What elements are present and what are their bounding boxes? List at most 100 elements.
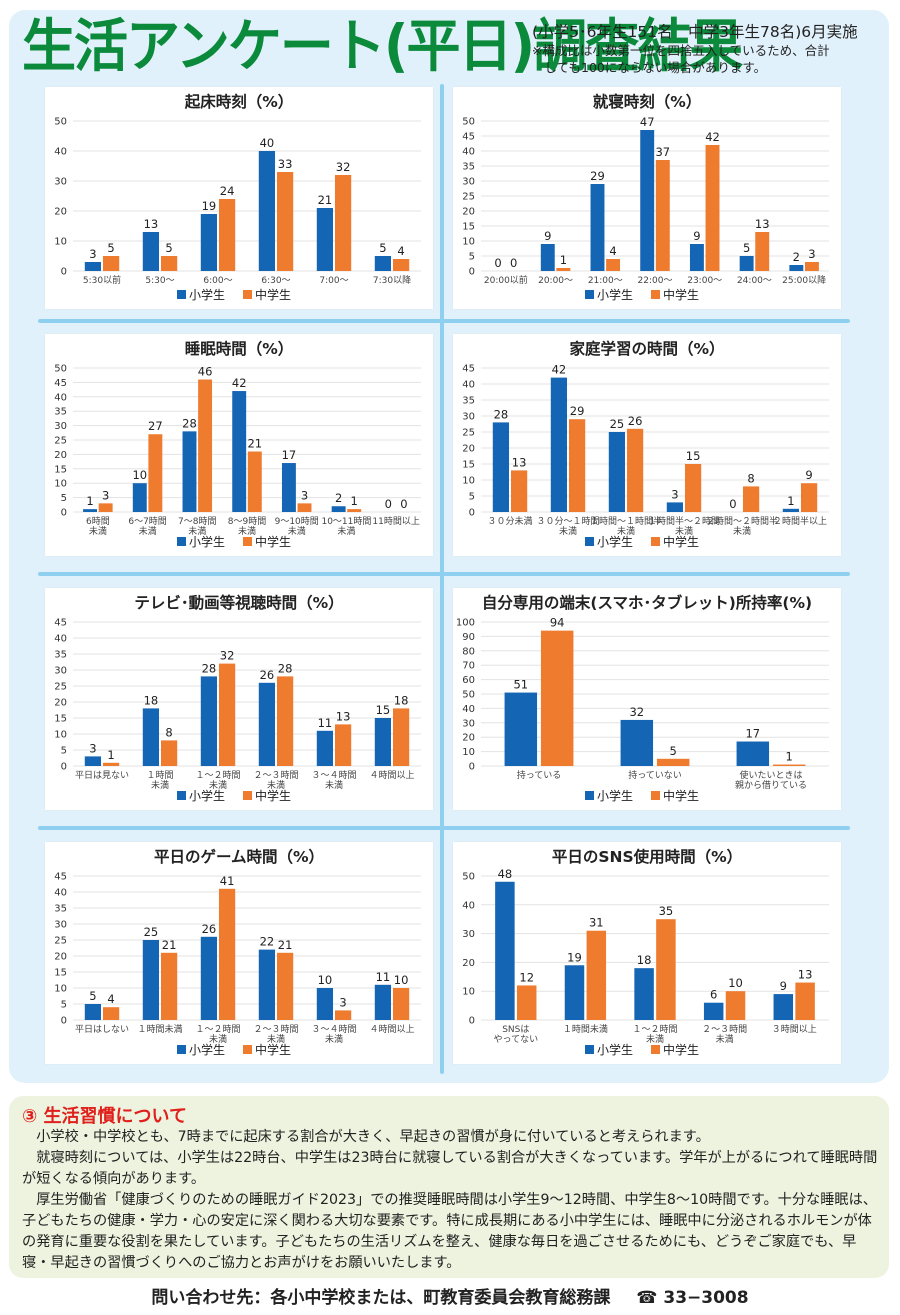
x-tick-label: 8〜9時間未満 [228,516,266,537]
data-label: 3 [89,247,96,261]
data-label: 26 [260,668,275,682]
bar-junior_high [334,175,352,271]
data-label: 13 [144,217,159,231]
y-tick-label: 40 [54,392,67,403]
data-label: 21 [162,938,177,952]
bar-elementary [634,968,654,1020]
legend-label-junior-high: 中学生 [663,287,699,302]
y-tick-label: 50 [462,117,475,128]
y-tick-label: 5 [469,492,475,503]
x-tick-label: 7〜8時間未満 [178,516,216,537]
data-label: 17 [282,448,297,462]
data-label: 46 [198,365,213,379]
x-tick-label: ２〜３時間未満 [253,770,298,791]
comment-paragraph: 就寝時刻については、小学生は22時台、中学生は23時台に就寝している割合が大きく… [22,1150,878,1187]
chart-title: 起床時刻（%） [184,92,294,111]
bar-junior_high [392,259,410,271]
x-tick-label: １時間未満 [137,1023,182,1035]
y-tick-label: 0 [61,508,67,519]
bar-junior_high [334,1010,352,1020]
x-tick-label: ３〜４時間未満 [311,1024,356,1045]
bar-junior_high [160,952,178,1020]
data-label: 4 [609,244,616,258]
data-label: 1 [107,748,114,762]
data-label: 3 [339,995,346,1009]
data-label: 32 [220,649,235,663]
legend-swatch-junior-high [651,1045,660,1054]
y-tick-label: 25 [54,436,67,447]
legend-swatch-elementary [177,290,186,299]
x-tick-label: 10〜11時間未満 [321,516,371,537]
chart-title: 自分専用の端末(スマホ･タブレット)所持率(%) [482,593,812,612]
legend-label-junior-high: 中学生 [663,534,699,549]
x-tick-label: 6〜7時間未満 [128,516,166,537]
legend-label-elementary: 小学生 [597,287,633,302]
chart-tv-video-time: テレビ･動画等視聴時間（%） 0 5 10 15 20 25 30 35 40 45 3 1 平日は見ない… [45,588,433,810]
data-label: 28 [278,661,293,675]
y-tick-label: 20 [462,444,475,455]
bar-elementary [703,1002,724,1020]
x-tick-label: 11時間以上 [372,516,419,527]
data-label: 19 [202,199,217,213]
y-tick-label: 30 [462,718,475,729]
y-tick-label: 0 [61,762,67,773]
y-tick-label: 30 [54,920,67,931]
rounding-note: ※構成比は小数第一位を四捨五入しているため、合計 しても100にならない場合があ… [532,43,830,75]
legend-swatch-elementary [585,537,594,546]
y-tick-label: 45 [54,872,67,883]
bar-junior_high [148,434,163,512]
data-label: 5 [379,241,386,255]
bar-junior_high [656,758,690,766]
x-tick-label: 5:30以前 [83,274,121,286]
y-tick-label: 40 [462,380,475,391]
y-tick-label: 5 [61,493,67,504]
bar-junior_high [725,991,746,1020]
x-tick-label: 20:00以前 [484,274,528,286]
y-tick-label: 70 [462,661,475,672]
y-tick-label: 10 [54,237,67,248]
contact-phone: 33−3008 [663,1288,749,1308]
data-label: 1 [351,494,358,508]
bar-junior_high [160,740,178,766]
y-tick-label: 20 [54,207,67,218]
y-tick-label: 5 [61,1000,67,1011]
bar-elementary [83,509,98,512]
y-tick-label: 5 [469,252,475,263]
y-tick-label: 35 [54,650,67,661]
bar-junior_high [392,708,410,766]
y-tick-label: 25 [54,936,67,947]
data-label: 13 [336,709,351,723]
data-label: 42 [705,130,720,144]
chart-wake-up-time: 起床時刻（%） 0 10 20 30 40 50 3 5 5:30以前 13 5 5:30〜 19 24 6:… [45,87,433,309]
y-tick-label: 0 [469,267,475,278]
y-tick-label: 15 [54,714,67,725]
data-label: 21 [278,938,293,952]
bar-junior_high [276,172,294,271]
data-label: 3 [102,488,109,502]
chart-title: テレビ･動画等視聴時間（%） [134,593,343,612]
y-tick-label: 10 [54,984,67,995]
bar-elementary [258,682,276,766]
bar-junior_high [755,232,770,271]
bar-elementary [331,506,346,512]
y-tick-label: 45 [462,364,475,375]
data-label: 9 [805,468,812,482]
x-tick-label: ３〜４時間未満 [311,770,356,791]
bar-elementary [540,244,555,271]
legend-swatch-junior-high [651,290,660,299]
x-tick-label: １時間未満 [563,1023,608,1035]
data-label: 22 [260,935,275,949]
contact-info: 問い合わせ先：各小中学校または、町教育委員会教育総務課 ☎ 33−3008 [0,1283,900,1308]
bar-elementary [789,265,804,271]
data-label: 29 [590,169,605,183]
y-tick-label: 50 [462,690,475,701]
y-tick-label: 0 [469,1016,475,1027]
bar-elementary [590,184,605,271]
bar-elementary [492,422,510,512]
x-tick-label: 使いたいときは親から借りている [735,769,807,791]
bar-junior_high [247,451,262,512]
divider-row-2 [38,572,850,576]
bar-elementary [142,940,160,1020]
data-label: 33 [278,157,293,171]
bar-elementary [620,719,654,766]
